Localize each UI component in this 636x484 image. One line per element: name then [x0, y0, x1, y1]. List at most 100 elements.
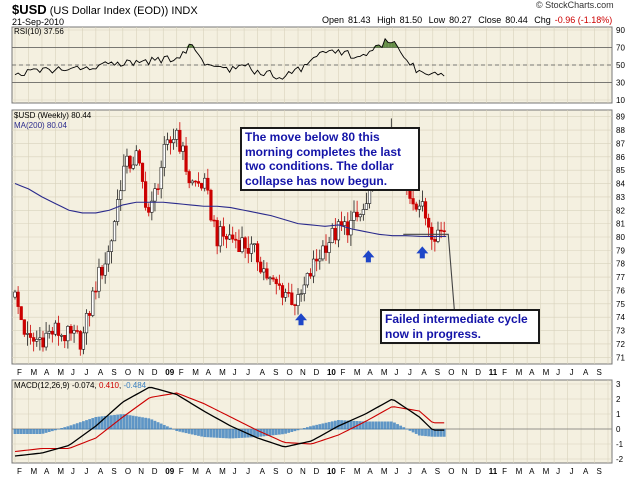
rsi-title: RSI(10) 37.56: [14, 27, 64, 36]
macd-histogram-bar: [44, 429, 48, 433]
price-candle-body: [91, 290, 95, 316]
price-tick-label: 82: [616, 206, 625, 215]
macd-histogram-bar: [327, 422, 331, 430]
price-candle-body: [427, 217, 431, 228]
price-candle-body: [165, 139, 169, 145]
ohlc-readout: Open 81.43 High 81.50 Low 80.27 Close 80.44 …: [322, 15, 616, 25]
price-candle-body: [206, 177, 210, 191]
macd-tick-label: 0: [616, 425, 621, 434]
macd-histogram-bar: [414, 429, 418, 434]
macd-histogram-bar: [228, 429, 231, 439]
macd-histogram-bar: [262, 429, 266, 437]
price-candle-body: [109, 240, 114, 252]
macd-histogram-bar: [277, 429, 281, 435]
macd-histogram-bar: [141, 417, 144, 430]
macd-x-tick-label: M: [192, 467, 199, 476]
price-x-tick-label: J: [394, 368, 398, 377]
price-x-tick-label: J: [233, 368, 237, 377]
macd-histogram-bar: [290, 429, 294, 432]
macd-histogram-bar: [138, 416, 141, 430]
macd-histogram-bar: [63, 427, 67, 430]
price-candle-body: [287, 292, 291, 294]
macd-x-tick-label: 09: [165, 467, 174, 476]
price-candle-body: [224, 236, 229, 240]
macd-histogram-bar: [374, 421, 378, 430]
price-tick-label: 85: [616, 166, 625, 175]
macd-histogram-bar: [218, 429, 222, 438]
macd-histogram-bar: [343, 420, 347, 430]
price-candle-body: [339, 221, 344, 226]
macd-histogram-bar: [424, 429, 427, 437]
macd-histogram-bar: [159, 423, 163, 430]
price-candle-body: [196, 181, 201, 184]
cycle-low-arrow: [295, 313, 308, 326]
price-candle-body: [35, 339, 39, 342]
macd-histogram-bar: [125, 414, 129, 430]
price-x-tick-label: A: [206, 368, 212, 377]
price-candle-body: [349, 220, 353, 236]
macd-x-tick-label: S: [273, 467, 278, 476]
price-x-tick-label: D: [152, 368, 158, 377]
macd-histogram-bar: [305, 427, 309, 430]
macd-x-tick-label: F: [179, 467, 184, 476]
macd-histogram-bar: [172, 429, 176, 430]
macd-histogram-bar: [411, 429, 415, 433]
price-candle-body: [240, 237, 244, 253]
macd-histogram-bar: [312, 425, 315, 430]
macd-histogram-bar: [153, 420, 157, 430]
price-candle-body: [430, 226, 434, 240]
price-candle-body: [178, 129, 182, 152]
macd-histogram-bar: [436, 429, 440, 437]
chg-label: Chg: [534, 15, 551, 25]
price-x-tick-label: A: [44, 368, 50, 377]
macd-histogram-bar: [66, 426, 70, 430]
price-x-tick-label: A: [583, 368, 589, 377]
macd-histogram-bar: [361, 421, 365, 430]
price-candle-body: [262, 268, 266, 273]
macd-histogram-bar: [19, 429, 23, 434]
price-candle-body: [25, 333, 30, 335]
price-candle-body: [255, 243, 260, 263]
price-candle-body: [364, 203, 369, 210]
price-candle-body: [50, 330, 54, 335]
macd-histogram-bar: [29, 429, 32, 434]
macd-histogram-bar: [430, 429, 434, 437]
price-tick-label: 86: [616, 153, 625, 162]
price-candle-body: [315, 258, 319, 262]
cycle-low-arrow: [362, 250, 375, 263]
price-candle-body: [16, 291, 20, 307]
macd-histogram-bar: [393, 422, 396, 430]
macd-histogram-bar: [377, 421, 381, 430]
price-candle-body: [193, 180, 197, 183]
macd-histogram-bar: [352, 420, 356, 430]
macd-x-tick-label: D: [314, 467, 320, 476]
macd-histogram-bar: [408, 429, 412, 431]
macd-histogram-bar: [234, 429, 238, 439]
macd-histogram-bar: [190, 429, 194, 435]
price-x-tick-label: J: [71, 368, 75, 377]
macd-x-tick-label: D: [475, 467, 481, 476]
price-x-tick-label: N: [462, 368, 468, 377]
price-candle-body: [60, 335, 64, 337]
macd-line: [14, 386, 445, 457]
macd-histogram-bar: [427, 429, 431, 437]
macd-tick-label: 3: [616, 380, 621, 389]
rsi-overbought-fill: [388, 42, 392, 48]
price-candle-body: [336, 221, 341, 241]
price-candle-body: [128, 155, 132, 169]
macd-x-tick-label: S: [597, 467, 602, 476]
price-x-tick-label: O: [448, 368, 454, 377]
macd-histogram-bar: [337, 420, 340, 430]
macd-x-tick-label: A: [529, 467, 535, 476]
stockcharts-logo: © StockCharts.com: [536, 0, 614, 10]
price-tick-label: 74: [616, 313, 625, 322]
macd-histogram-bar: [175, 429, 179, 431]
macd-histogram-bar: [35, 429, 39, 434]
macd-x-tick-label: 11: [489, 467, 498, 476]
price-x-tick-label: M: [30, 368, 37, 377]
macd-histogram-bar: [346, 420, 350, 430]
macd-histogram-bar: [433, 429, 437, 437]
price-candle-body: [234, 238, 238, 241]
macd-x-tick-label: M: [30, 467, 37, 476]
